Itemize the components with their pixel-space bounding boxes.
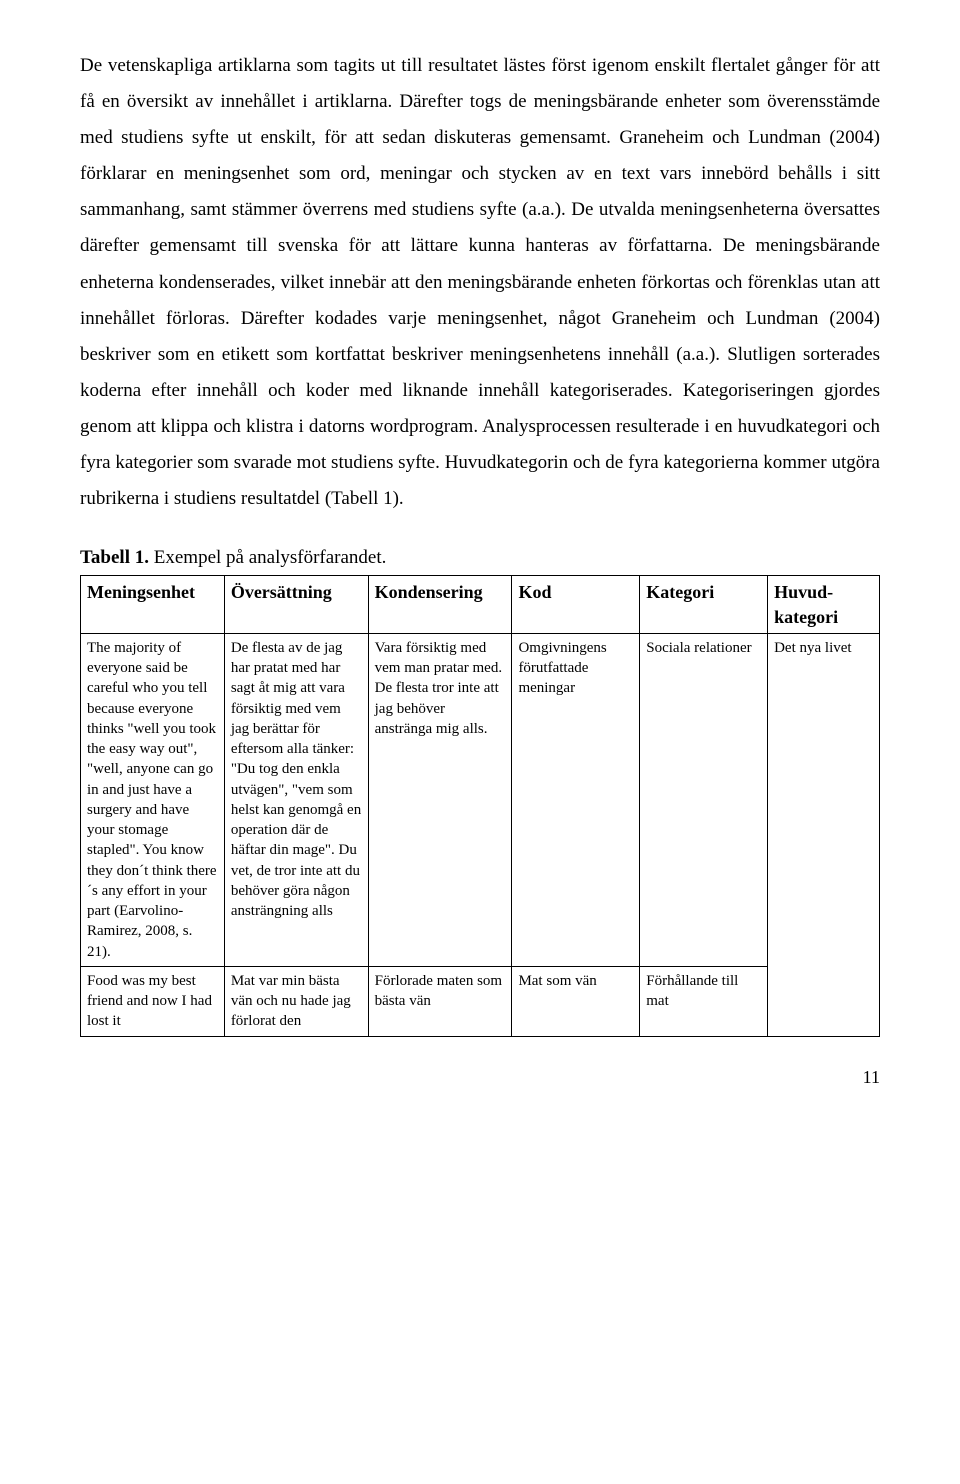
table-header-row: Meningsenhet Översättning Kondensering K… — [81, 576, 880, 634]
th-meningsenhet: Meningsenhet — [81, 576, 225, 634]
cell-kod: Mat som vän — [512, 966, 640, 1036]
th-kod: Kod — [512, 576, 640, 634]
cell-meningsenhet: The majority of everyone said be careful… — [81, 633, 225, 966]
table-row: The majority of everyone said be careful… — [81, 633, 880, 966]
table-row: Food was my best friend and now I had lo… — [81, 966, 880, 1036]
th-huvudkategori: Huvud-kategori — [768, 576, 880, 634]
caption-rest: Exempel på analysförfarandet. — [149, 547, 386, 568]
cell-oversattning: Mat var min bästa vän och nu hade jag fö… — [224, 966, 368, 1036]
cell-huvudkategori: Det nya livet — [768, 633, 880, 1036]
cell-kondensering: Förlorade maten som bästa vän — [368, 966, 512, 1036]
cell-kategori: Förhållande till mat — [640, 966, 768, 1036]
th-kondensering: Kondensering — [368, 576, 512, 634]
cell-kategori: Sociala relationer — [640, 633, 768, 966]
body-paragraph: De vetenskapliga artiklarna som tagits u… — [80, 48, 880, 517]
cell-meningsenhet: Food was my best friend and now I had lo… — [81, 966, 225, 1036]
th-oversattning: Översättning — [224, 576, 368, 634]
analysis-table: Meningsenhet Översättning Kondensering K… — [80, 575, 880, 1036]
cell-kod: Omgivningens förutfattade meningar — [512, 633, 640, 966]
page-container: De vetenskapliga artiklarna som tagits u… — [0, 0, 960, 1128]
th-kategori: Kategori — [640, 576, 768, 634]
caption-bold: Tabell 1. — [80, 547, 149, 568]
page-number: 11 — [80, 1067, 880, 1088]
table-caption: Tabell 1. Exempel på analysförfarandet. — [80, 547, 880, 569]
cell-kondensering: Vara försiktig med vem man pratar med. D… — [368, 633, 512, 966]
cell-oversattning: De flesta av de jag har pratat med har s… — [224, 633, 368, 966]
